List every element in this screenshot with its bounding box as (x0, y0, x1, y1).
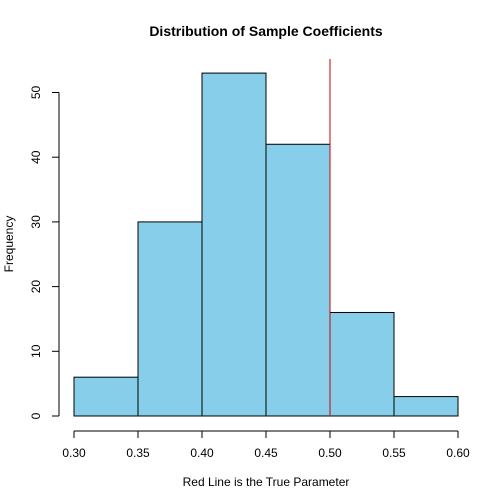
x-axis: 0.30 0.35 0.40 0.45 0.50 0.55 0.60 (62, 430, 470, 460)
y-tick-label: 20 (29, 280, 43, 294)
y-tick-label: 40 (29, 150, 43, 164)
x-tick-label: 0.40 (190, 446, 214, 460)
histogram-bar-2 (201, 72, 267, 417)
y-axis-title: Frequency (2, 216, 16, 273)
y-tick-label: 50 (29, 86, 43, 100)
x-tick-label: 0.50 (318, 446, 342, 460)
x-tick-label: 0.35 (126, 446, 150, 460)
x-tick-label: 0.30 (62, 446, 86, 460)
histogram-bar-1 (137, 221, 203, 417)
y-axis: 0 10 20 30 40 50 (29, 86, 60, 419)
chart-title: Distribution of Sample Coefficients (149, 23, 383, 39)
histogram-bar-3 (265, 143, 331, 417)
x-tick-label: 0.55 (382, 446, 406, 460)
y-tick-label: 0 (29, 412, 43, 419)
histogram-bar-0 (73, 376, 139, 417)
histogram-bar-5 (393, 396, 459, 417)
x-tick-label: 0.60 (446, 446, 470, 460)
y-tick-label: 30 (29, 215, 43, 229)
x-tick-label: 0.45 (254, 446, 278, 460)
bars-group (73, 72, 459, 417)
x-axis-title: Red Line is the True Parameter (183, 475, 350, 489)
y-tick-label: 10 (29, 344, 43, 358)
histogram-bar-4 (329, 311, 395, 417)
